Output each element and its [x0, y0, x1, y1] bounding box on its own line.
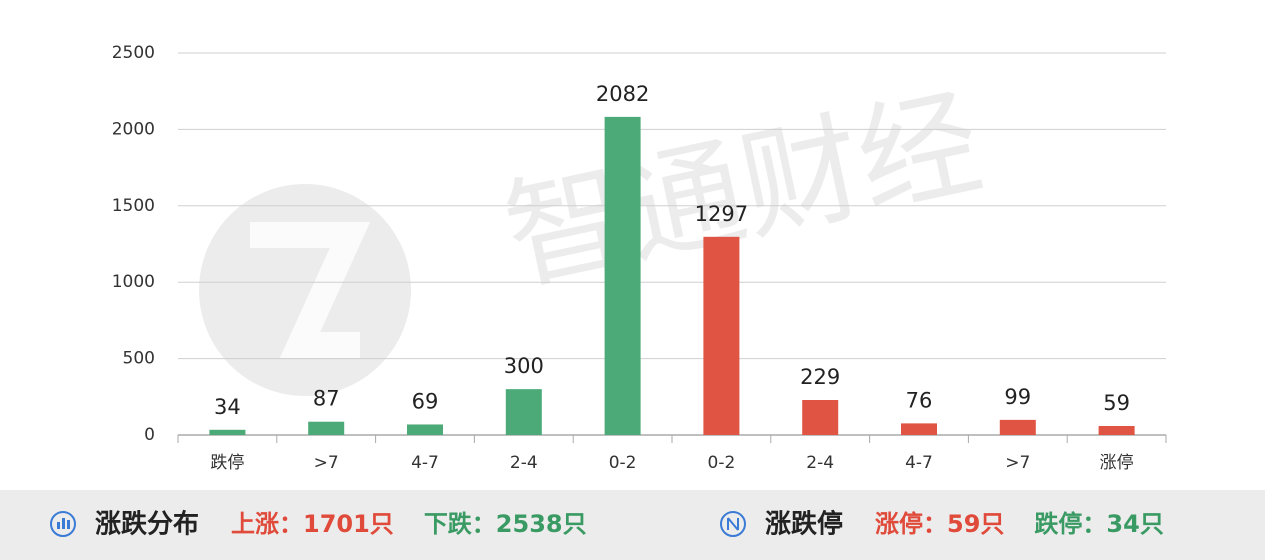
footer-stat: 下跌：2538只: [424, 510, 587, 538]
bar: [802, 400, 839, 435]
value-label: 1297: [695, 202, 748, 226]
x-tick-label: >7: [1005, 453, 1030, 473]
bar: [901, 423, 937, 435]
value-label: 34: [214, 395, 241, 419]
bar: [505, 389, 542, 435]
icon-limit: [720, 511, 746, 537]
footer-stat: 跌停：34只: [1034, 510, 1163, 538]
value-label: 229: [800, 365, 840, 389]
value-label: 87: [313, 387, 340, 411]
x-tick-label: 0-2: [708, 453, 736, 473]
value-label: 69: [412, 389, 439, 413]
bar: [1098, 425, 1135, 435]
y-tick-label: 500: [123, 349, 155, 369]
y-tick-label: 0: [144, 425, 155, 445]
footer-stat: 上涨：1701只: [231, 510, 394, 538]
footer-title: 涨跌分布: [95, 510, 199, 540]
footer-title: 涨跌停: [765, 509, 843, 540]
y-tick-label: 2000: [112, 119, 155, 139]
y-tick-label: 2500: [112, 43, 155, 63]
x-tick-label: 2-4: [510, 453, 538, 473]
footer-bar: [0, 490, 1265, 560]
watermark-logo: [199, 184, 411, 396]
y-tick-label: 1500: [112, 196, 155, 216]
bar: [407, 424, 443, 435]
value-label: 76: [906, 388, 933, 412]
value-label: 99: [1004, 385, 1031, 409]
footer-stat: 涨停：59只: [875, 510, 1004, 538]
icon-distribution: [50, 511, 76, 537]
bar: [703, 236, 740, 435]
value-label: 59: [1103, 391, 1130, 415]
bar: [604, 116, 641, 436]
y-tick-label: 1000: [112, 272, 155, 292]
x-tick-label: 跌停: [210, 453, 244, 473]
bar: [308, 421, 345, 435]
bar: [209, 429, 246, 435]
x-tick-label: 2-4: [806, 453, 834, 473]
x-tick-label: 4-7: [905, 453, 933, 473]
x-tick-label: 4-7: [411, 453, 439, 473]
bar: [999, 419, 1036, 435]
x-tick-label: >7: [314, 453, 339, 473]
x-tick-label: 0-2: [609, 453, 637, 473]
x-tick-label: 涨停: [1100, 453, 1134, 473]
value-label: 2082: [596, 82, 649, 106]
value-label: 300: [504, 354, 544, 378]
